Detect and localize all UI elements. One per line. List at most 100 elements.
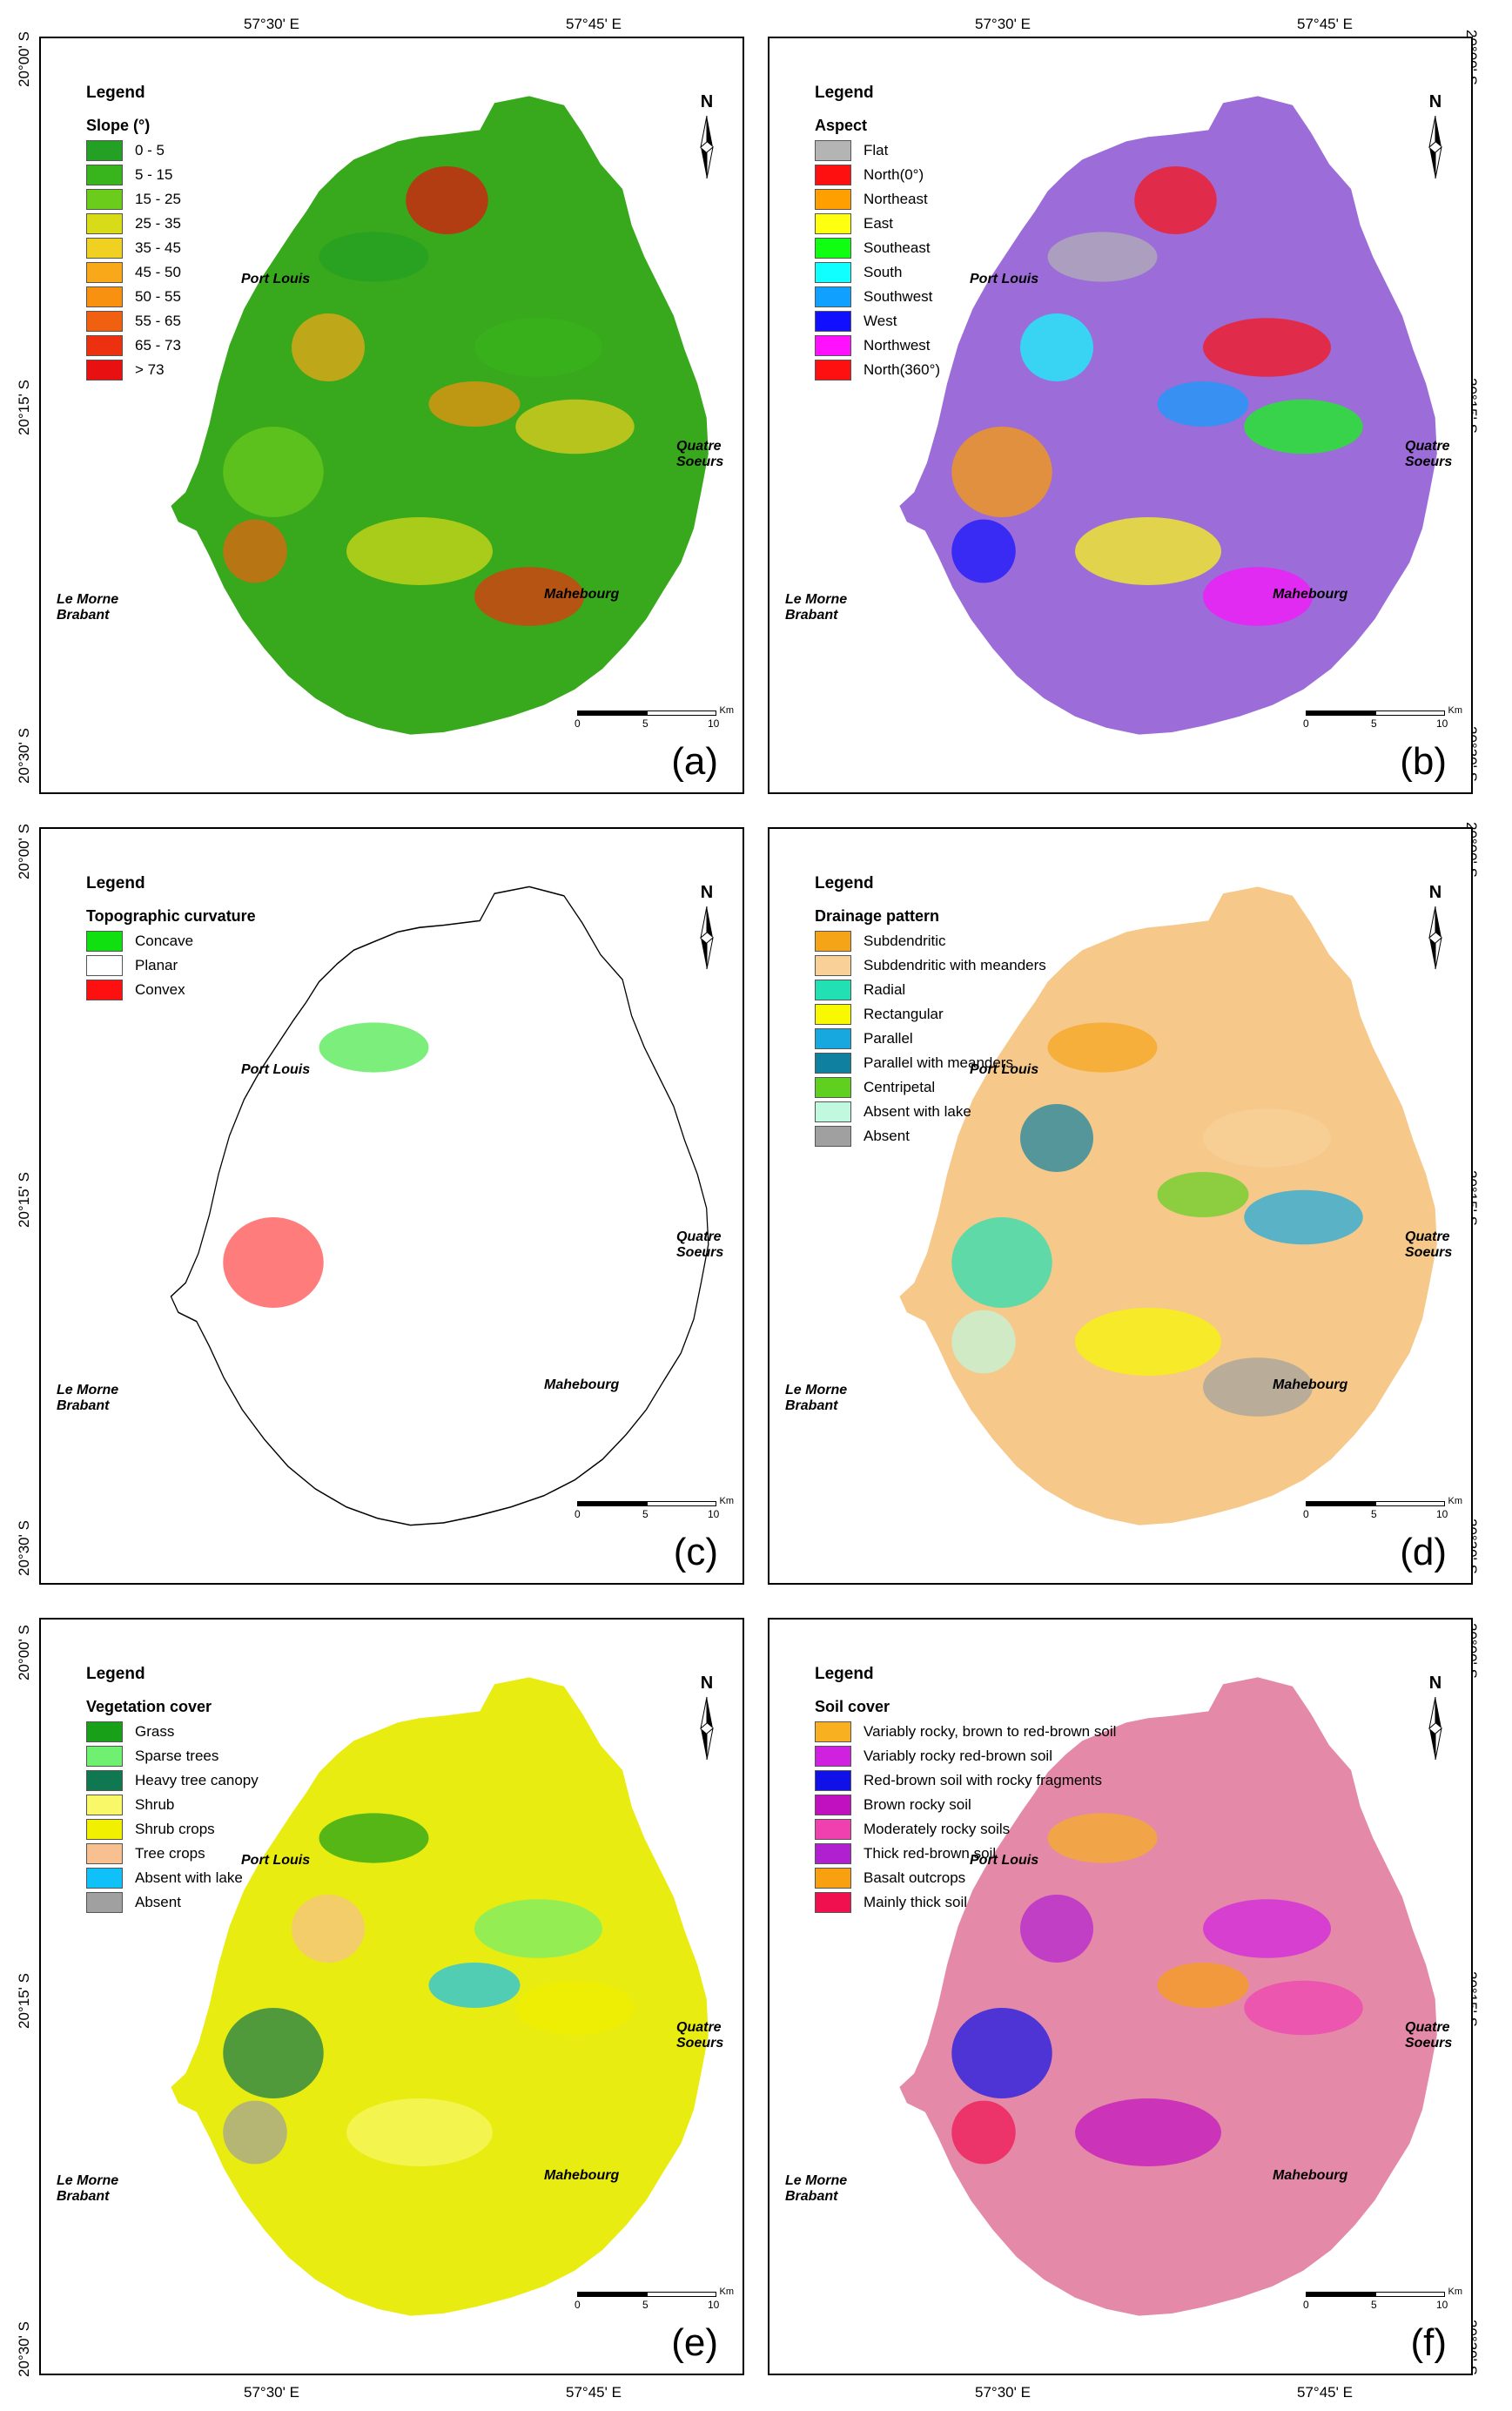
coord-bottom-f-2: 57°45' E (1297, 2384, 1353, 2401)
place-label-quatre-soeurs-b: Quatre Soeurs (1405, 439, 1453, 469)
legend-item-a-8: 65 - 73 (86, 335, 181, 356)
scale-segment-white-b (1375, 711, 1445, 716)
legend-label-e-7: Absent (135, 1894, 181, 1910)
island-map-e (171, 1677, 709, 2316)
legend-swatch-e-0 (86, 1721, 123, 1742)
place-label-quatre-soeurs-d: Quatre Soeurs (1405, 1229, 1453, 1260)
legend-item-d-7: Absent with lake (815, 1101, 1046, 1122)
map-patch-e-5 (292, 1895, 365, 1963)
legend-swatch-f-3 (815, 1795, 851, 1815)
scale-tick-e-2: 10 (708, 2299, 720, 2311)
coord-left-c-2: 20°15' S (16, 1172, 32, 1228)
legend-swatch-e-7 (86, 1892, 123, 1913)
place-label-le-morne-e: Le Morne Brabant (57, 2173, 119, 2204)
legend-label-b-1: North(0°) (864, 166, 924, 183)
map-patch-d-5 (1020, 1104, 1093, 1172)
scale-tick-e-1: 5 (642, 2299, 648, 2311)
scale-segment-white-f (1375, 2292, 1445, 2297)
scale-tick-c-0: 0 (575, 1508, 581, 1520)
map-patch-d-3 (1075, 1308, 1221, 1376)
legend-swatch-f-4 (815, 1819, 851, 1840)
scale-segment-white-a (647, 711, 716, 716)
legend-item-b-8: Northwest (815, 335, 940, 356)
place-label-quatre-soeurs-e: Quatre Soeurs (676, 2020, 724, 2051)
legend-item-a-0: 0 - 5 (86, 140, 181, 161)
map-panel-a: Legend Slope (°) 0 - 5 5 - 15 15 - 25 25 - 35… (39, 37, 744, 794)
scale-bar-f: 0 5 10 Km (1303, 2286, 1462, 2316)
legend-item-e-5: Tree crops (86, 1843, 259, 1864)
scale-bar-b: 0 5 10 Km (1303, 705, 1462, 735)
island-map-b (899, 96, 1437, 735)
legend-swatch-e-1 (86, 1746, 123, 1767)
coord-top-a-1: 57°30' E (244, 16, 299, 32)
legend-swatch-c-0 (86, 931, 123, 952)
place-label-quatre-soeurs-c: Quatre Soeurs (676, 1229, 724, 1260)
legend-swatch-e-6 (86, 1868, 123, 1889)
place-label-le-morne-b: Le Morne Brabant (785, 592, 848, 623)
legend-swatch-b-7 (815, 311, 851, 332)
legend-swatch-a-7 (86, 311, 123, 332)
legend-swatch-f-7 (815, 1892, 851, 1913)
scale-unit-c: Km (719, 1496, 735, 1506)
map-patch-f-2 (951, 2008, 1052, 2098)
legend-label-e-0: Grass (135, 1723, 175, 1740)
north-arrow-shape-c (700, 906, 714, 970)
legend-swatch-e-2 (86, 1770, 123, 1791)
legend-title-e: Legend (86, 1665, 145, 1683)
legend-item-e-2: Heavy tree canopy (86, 1770, 259, 1791)
island-shape-c (170, 886, 709, 1526)
legend-item-b-3: East (815, 213, 940, 234)
map-patch-b-9 (1134, 166, 1217, 234)
legend-swatch-b-0 (815, 140, 851, 161)
legend-item-e-3: Shrub (86, 1795, 259, 1815)
coord-bottom-e-2: 57°45' E (566, 2384, 622, 2401)
scale-segment-white-c (647, 1501, 716, 1506)
coord-top-a-2: 57°45' E (566, 16, 622, 32)
legend-label-d-0: Subdendritic (864, 933, 946, 949)
legend-item-b-2: Northeast (815, 189, 940, 210)
legend-label-f-7: Mainly thick soil (864, 1894, 968, 1910)
map-patch-f-5 (1020, 1895, 1093, 1963)
north-label-d: N (1428, 883, 1442, 902)
scale-segment-white-e (647, 2292, 716, 2297)
coord-left-a-1: 20°00' S (16, 31, 32, 87)
place-label-le-morne-c: Le Morne Brabant (57, 1383, 119, 1413)
legend-label-f-6: Basalt outcrops (864, 1869, 966, 1886)
north-arrow-shape-e (700, 1696, 714, 1761)
map-patch-d-8 (1203, 1357, 1313, 1417)
legend-label-a-5: 45 - 50 (135, 264, 181, 280)
legend-swatch-f-1 (815, 1746, 851, 1767)
legend-title-a: Legend (86, 84, 145, 102)
map-patch-e-1 (474, 1899, 602, 1958)
scale-tick-f-1: 5 (1371, 2299, 1377, 2311)
map-patch-a-7 (223, 519, 287, 583)
place-label-mahebourg-e: Mahebourg (544, 2168, 620, 2183)
map-patch-e-0 (319, 1813, 429, 1863)
scale-unit-b: Km (1448, 705, 1463, 716)
legend-item-d-3: Rectangular (815, 1004, 1046, 1025)
scale-bar-d: 0 5 10 Km (1303, 1496, 1462, 1525)
legend-label-d-6: Centripetal (864, 1079, 936, 1095)
scale-segment-black-a (577, 711, 647, 716)
legend-label-b-6: Southwest (864, 288, 933, 305)
legend-swatch-c-1 (86, 955, 123, 976)
panel-label-d: (d) (1400, 1531, 1447, 1573)
legend-swatch-f-0 (815, 1721, 851, 1742)
legend-swatch-e-4 (86, 1819, 123, 1840)
legend-item-d-0: Subdendritic (815, 931, 1046, 952)
legend-label-b-0: Flat (864, 142, 889, 158)
map-patch-b-0 (1047, 232, 1158, 282)
map-patch-e-7 (223, 2100, 287, 2165)
legend-item-a-6: 50 - 55 (86, 286, 181, 307)
scale-tick-a-1: 5 (642, 717, 648, 730)
map-patch-f-7 (951, 2100, 1016, 2165)
map-patch-d-6 (1157, 1172, 1249, 1217)
scale-bar-e: 0 5 10 Km (575, 2286, 734, 2316)
place-label-mahebourg-b: Mahebourg (1273, 587, 1348, 602)
north-arrow-icon-f: N (1422, 1674, 1448, 1769)
map-patch-c-0 (319, 1022, 429, 1073)
place-label-le-morne-f: Le Morne Brabant (785, 2173, 848, 2204)
legend-swatch-d-1 (815, 955, 851, 976)
island-map-f (899, 1677, 1437, 2316)
map-patch-a-0 (319, 232, 429, 282)
